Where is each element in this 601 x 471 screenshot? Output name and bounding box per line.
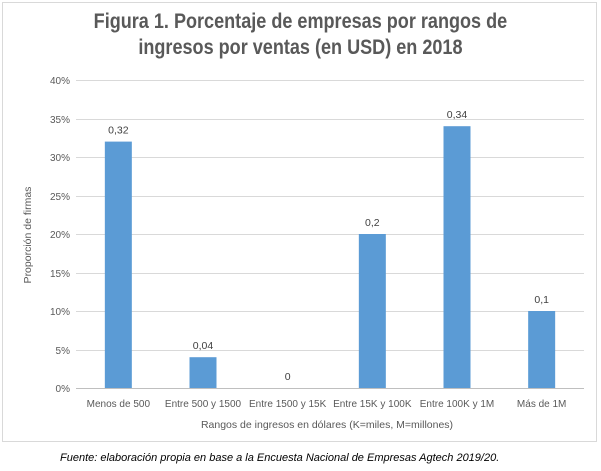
- x-tick-label: Menos de 500: [87, 399, 151, 410]
- data-label: 0,32: [108, 125, 129, 137]
- gridlines: [76, 80, 584, 389]
- data-label: 0,2: [365, 217, 380, 229]
- bar: [104, 141, 132, 388]
- source-note: Fuente: elaboración propia en base a la …: [60, 452, 500, 464]
- y-tick-label: 20%: [50, 230, 70, 241]
- x-tick-label: Entre 500 y 1500: [165, 399, 242, 410]
- y-tick-label: 15%: [50, 269, 70, 280]
- y-tick-label: 5%: [56, 346, 71, 357]
- y-axis-title: Proporción de firmas: [22, 187, 34, 284]
- data-label: 0: [285, 371, 291, 383]
- x-tick-label: Más de 1M: [517, 399, 566, 410]
- bars: [104, 126, 556, 388]
- chart-title: Figura 1. Porcentaje de empresas por ran…: [42, 9, 559, 61]
- x-tick-label: Entre 1500 y 15K: [249, 399, 327, 410]
- y-axis-ticks: 0% 5% 10% 15% 20% 25% 30% 35% 40%: [50, 76, 70, 395]
- bar: [528, 311, 556, 388]
- x-axis-title: Rangos de ingresos en dólares (K=miles, …: [201, 419, 453, 431]
- data-labels: 0,32 0,04 0 0,2 0,34 0,1: [108, 109, 549, 383]
- chart-title-line-1: Figura 1. Porcentaje de empresas por ran…: [93, 10, 508, 33]
- x-tick-label: Entre 15K y 100K: [333, 399, 412, 410]
- y-tick-label: 0%: [56, 384, 71, 395]
- y-tick-label: 25%: [50, 192, 70, 203]
- data-label: 0,1: [534, 294, 549, 306]
- y-tick-label: 35%: [50, 115, 70, 126]
- data-label: 0,04: [193, 340, 214, 352]
- bar: [189, 357, 217, 388]
- y-tick-label: 30%: [50, 153, 70, 164]
- x-axis-ticks: Menos de 500 Entre 500 y 1500 Entre 1500 y…: [87, 399, 567, 410]
- y-tick-label: 40%: [50, 76, 70, 87]
- y-tick-label: 10%: [50, 307, 70, 318]
- chart-area: [2, 2, 597, 442]
- chart-title-line-2: ingresos por ventas (en USD) en 2018: [138, 36, 463, 59]
- bar: [443, 126, 471, 388]
- data-label: 0,34: [447, 109, 468, 121]
- x-tick-label: Entre 100K y 1M: [420, 399, 494, 410]
- bar: [358, 234, 386, 388]
